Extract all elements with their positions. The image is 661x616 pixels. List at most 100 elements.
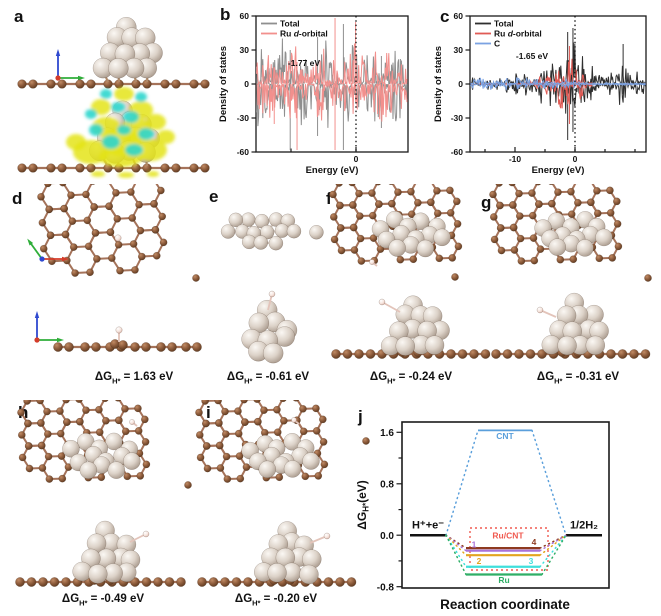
carbon-atom xyxy=(91,229,100,237)
carbon-atom xyxy=(387,184,395,186)
legend-lines xyxy=(475,22,491,45)
carbon-atom xyxy=(171,79,181,89)
carbon-atom xyxy=(469,349,479,359)
ru-atom xyxy=(585,335,606,356)
dos-series-ru-d-orbital xyxy=(256,82,408,122)
ru-cluster xyxy=(72,520,141,584)
y-tick-label: 0 xyxy=(458,79,463,89)
carbon-atom xyxy=(446,349,456,359)
carbon-atom xyxy=(446,186,454,195)
carbon-chain xyxy=(331,349,491,359)
carbon-atom xyxy=(231,577,242,587)
isosurface-positive xyxy=(91,171,105,177)
carbon-atom xyxy=(113,214,122,223)
y-tick-label: 0 xyxy=(244,79,249,89)
charge-density-isosurface xyxy=(66,87,175,178)
carbon-atom xyxy=(349,201,357,209)
carbon-atom xyxy=(354,349,364,359)
carbon-atom xyxy=(396,255,405,264)
carbon-atom xyxy=(134,404,142,413)
x-axis-label: Energy (eV) xyxy=(532,165,585,176)
isosurface-positive xyxy=(66,134,86,150)
carbon-atom xyxy=(141,577,152,587)
panel-letter-e: e xyxy=(209,187,219,206)
isosurface-negative xyxy=(85,109,97,119)
carbon-atom xyxy=(134,427,143,435)
dg-label-i: ΔGH* = -0.20 eV xyxy=(234,593,318,608)
carbon-atom xyxy=(567,187,575,196)
carbon-atom xyxy=(330,235,339,244)
carbon-atom xyxy=(435,254,444,263)
adsorbed-h xyxy=(378,298,401,313)
level-label-4: 4 xyxy=(532,537,537,547)
carbon-atom xyxy=(43,407,51,416)
panel-letter-i: i xyxy=(206,403,211,422)
carbon-chain xyxy=(17,163,210,173)
legend-ru-d-orbital: Ru d-orbital xyxy=(494,29,542,39)
carbon-atom xyxy=(26,577,37,587)
ru-cluster xyxy=(371,210,451,258)
carbon-atom xyxy=(368,189,376,197)
ru-atom xyxy=(123,452,141,470)
isosurface-positive xyxy=(146,114,166,130)
carbon-atom xyxy=(452,197,461,206)
carbon-atom xyxy=(63,418,71,426)
carbon-atom xyxy=(365,349,376,359)
carbon-atom xyxy=(275,473,284,482)
hydrogen-atom xyxy=(129,419,135,425)
carbon-atom xyxy=(221,430,230,438)
carbon-atom xyxy=(45,205,54,214)
carbon-atom xyxy=(216,464,225,472)
initial-state-label: H⁺+e⁻ xyxy=(412,520,444,532)
carbon-atom xyxy=(446,209,455,217)
ru-atom xyxy=(424,335,445,355)
carbon-atom xyxy=(453,220,462,228)
carbon-atom xyxy=(112,189,120,197)
dos-curves xyxy=(470,28,646,140)
carbon-atom xyxy=(17,431,26,439)
carbon-atom xyxy=(75,163,85,173)
carbon-atom xyxy=(536,245,545,253)
carbon-atom xyxy=(39,244,48,253)
carbon-atom xyxy=(84,242,93,251)
carbon-atom xyxy=(388,199,396,208)
adsorbed-h xyxy=(369,259,378,267)
carbon-atom xyxy=(242,463,251,471)
carbon-atom xyxy=(60,204,69,213)
ru-atom xyxy=(107,461,126,479)
carbon-atom xyxy=(24,419,32,428)
carbon-atom xyxy=(101,416,110,425)
y-ticks xyxy=(251,15,256,153)
carbon-atom xyxy=(24,442,33,450)
ru-atom xyxy=(548,238,567,256)
hydrogen-atom xyxy=(369,259,375,265)
hydrogen-atom xyxy=(142,530,150,538)
carbon-atom xyxy=(612,197,621,206)
ru-atom xyxy=(557,335,577,356)
carbon-atom xyxy=(490,235,499,244)
adsorbed-h xyxy=(129,530,150,543)
y-tick-label: -30 xyxy=(451,113,464,123)
hydrogen-atom xyxy=(323,532,331,540)
hydrogen-atom xyxy=(291,417,297,423)
isosurface-negative xyxy=(138,128,154,140)
carbon-atom xyxy=(57,163,67,173)
carbon-atom xyxy=(37,419,45,427)
carbon-atom xyxy=(241,418,249,426)
carbon-atom xyxy=(95,405,103,414)
carbon-atom xyxy=(200,79,210,89)
x-ticks xyxy=(290,147,357,152)
carbon-atom xyxy=(335,577,345,587)
dos-series-ru-d-orbital xyxy=(256,43,408,86)
panel-d-structure xyxy=(27,184,202,352)
hydrogen-atom xyxy=(268,290,276,298)
level-label-2: 2 xyxy=(477,556,482,566)
carbon-atom xyxy=(349,223,358,232)
legend-total: Total xyxy=(494,19,514,29)
dg-label-g: ΔGH* = -0.31 eV xyxy=(536,371,620,386)
carbon-atom xyxy=(509,201,517,209)
ru-atom xyxy=(274,326,295,347)
carbon-atom xyxy=(135,200,143,209)
carbon-atom xyxy=(160,79,170,89)
carbon-atom xyxy=(253,400,261,404)
